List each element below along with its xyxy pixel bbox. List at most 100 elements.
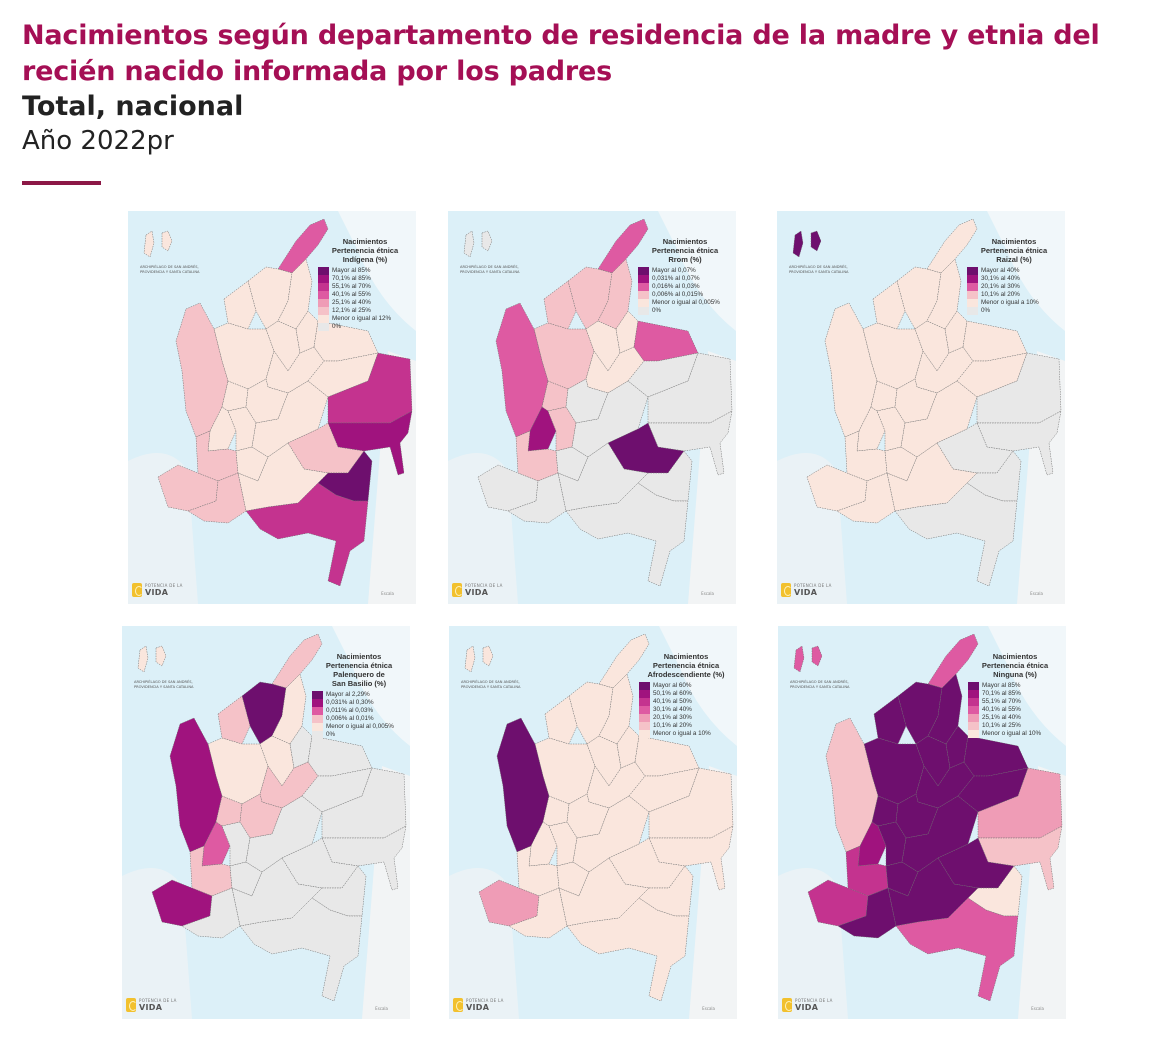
legend-label: 0%	[332, 323, 342, 330]
region-antioquia	[213, 322, 275, 390]
legend-label: 40,1% al 55%	[332, 291, 371, 298]
legend-label: 40,1% al 55%	[982, 706, 1021, 713]
region-sanandres	[463, 230, 475, 258]
region-putumayo	[836, 472, 896, 524]
region-sanandres	[143, 230, 155, 258]
legend-title: Nacimientos Pertenencia étnica Rrom (%)	[638, 237, 732, 264]
inset-label: ARCHIPIÉLAGO DE SAN ANDRÉS, PROVIDENCIA …	[789, 265, 849, 274]
region-vichada	[321, 767, 407, 839]
legend-swatch	[639, 690, 650, 698]
legend-swatch	[312, 715, 323, 723]
logo-small-text: POTENCIA DE LA	[794, 583, 832, 588]
legend-label: 10,1% al 20%	[981, 291, 1020, 298]
sun-logo-icon	[453, 998, 464, 1012]
legend-swatch	[318, 267, 329, 275]
legend-label: 25,1% al 40%	[332, 299, 371, 306]
legend-label: Menor o igual al 0,005%	[326, 723, 394, 730]
legend-label: 12,1% al 25%	[332, 307, 371, 314]
legend-item: 30,1% al 40%	[639, 706, 733, 714]
region-cordoba	[543, 280, 577, 330]
region-sanandres	[137, 645, 149, 673]
legend-swatch	[312, 707, 323, 715]
legend-label: 0,016% al 0,03%	[652, 283, 700, 290]
legend-swatch	[318, 299, 329, 307]
vida-logo: POTENCIA DE LA VIDA	[453, 998, 504, 1012]
legend-swatch	[968, 706, 979, 714]
logo-big-text: VIDA	[466, 1003, 490, 1012]
legend-swatch	[639, 682, 650, 690]
legend-item: 25,1% al 40%	[318, 299, 412, 307]
region-meta	[245, 795, 323, 873]
legend-item: 70,1% al 85%	[968, 690, 1062, 698]
legend-item: 12,1% al 25%	[318, 307, 412, 315]
region-amazonas	[566, 897, 690, 1002]
region-sanandres	[811, 645, 823, 667]
legend-swatch	[638, 283, 649, 291]
logo-small-text: POTENCIA DE LA	[145, 583, 183, 588]
legend-swatch	[968, 722, 979, 730]
logo-big-text: VIDA	[795, 1003, 819, 1012]
legend-swatch	[967, 291, 978, 299]
legend-title-line: Palenquero de	[333, 670, 385, 679]
legend-swatch	[968, 730, 979, 738]
region-cordoba	[217, 695, 251, 745]
region-amazonas	[895, 897, 1019, 1002]
legend-label: 0%	[326, 731, 336, 738]
legend-title: Nacimientos Pertenencia étnica Ninguna (%)	[968, 652, 1062, 679]
legend-swatch	[312, 731, 323, 739]
legend-label: 0,031% al 0,30%	[326, 699, 374, 706]
legend-swatch	[967, 299, 978, 307]
legend-item: 0%	[318, 323, 412, 331]
legend-item: 0,031% al 0,07%	[638, 275, 732, 283]
legend-item: 70,1% al 85%	[318, 275, 412, 283]
legend-label: Mayor al 85%	[332, 267, 371, 274]
legend-item: 0,006% al 0,01%	[312, 715, 406, 723]
legend-label: Menor o igual a 10%	[981, 299, 1039, 306]
region-tolima	[221, 821, 251, 867]
page-title: Nacimientos según departamento de reside…	[22, 20, 1100, 87]
legend-label: 70,1% al 85%	[982, 690, 1021, 697]
legend-title: Nacimientos Pertenencia étnica Raizal (%)	[967, 237, 1061, 264]
legend-items: Mayor al 0,07% 0,031% al 0,07% 0,016% al 0…	[638, 267, 732, 315]
colombia-map	[778, 626, 1066, 1019]
legend-item: 0,011% al 0,03%	[312, 707, 406, 715]
legend-item: 40,1% al 55%	[318, 291, 412, 299]
region-putumayo	[181, 887, 241, 939]
region-caqueta	[231, 857, 323, 927]
map-panel-ninguna: ARCHIPIÉLAGO DE SAN ANDRÉS, PROVIDENCIA …	[778, 626, 1066, 1019]
legend-swatch	[638, 267, 649, 275]
legend-label: 10,1% al 25%	[982, 722, 1021, 729]
legend-swatch	[638, 307, 649, 315]
region-antioquia	[862, 322, 924, 390]
legend-item: 10,1% al 20%	[967, 291, 1061, 299]
region-antioquia	[534, 737, 596, 805]
legend-item: 50,1% al 60%	[639, 690, 733, 698]
region-amazonas	[245, 482, 369, 587]
legend-title-line: Pertenencia étnica	[331, 246, 399, 255]
header: Nacimientos según departamento de reside…	[22, 18, 1142, 158]
region-putumayo	[187, 472, 247, 524]
legend-items: Mayor al 85% 70,1% al 85% 55,1% al 70% 40,1…	[968, 682, 1062, 738]
colombia-map	[777, 211, 1065, 604]
legend-item: 25,1% al 40%	[968, 714, 1062, 722]
region-vichada	[976, 352, 1062, 424]
legend-swatch	[967, 283, 978, 291]
legend-swatch	[967, 267, 978, 275]
scale-label: Escala	[381, 591, 394, 596]
legend-swatch	[318, 291, 329, 299]
region-cordoba	[873, 695, 907, 745]
legend-label: 50,1% al 60%	[653, 690, 692, 697]
logo-big-text: VIDA	[794, 588, 818, 597]
logo-small-text: POTENCIA DE LA	[466, 998, 504, 1003]
legend-swatch	[639, 706, 650, 714]
map-panel-indigena: ARCHIPIÉLAGO DE SAN ANDRÉS, PROVIDENCIA …	[128, 211, 416, 604]
region-caqueta	[558, 857, 650, 927]
legend-swatch	[312, 699, 323, 707]
region-sanandres	[155, 645, 167, 667]
legend-title-line: Pertenencia étnica	[981, 661, 1049, 670]
region-amazonas	[239, 897, 363, 1002]
legend-item: 0%	[312, 731, 406, 739]
region-tolima	[548, 821, 578, 867]
legend-label: 0,006% al 0,01%	[326, 715, 374, 722]
legend-label: 10,1% al 20%	[653, 722, 692, 729]
